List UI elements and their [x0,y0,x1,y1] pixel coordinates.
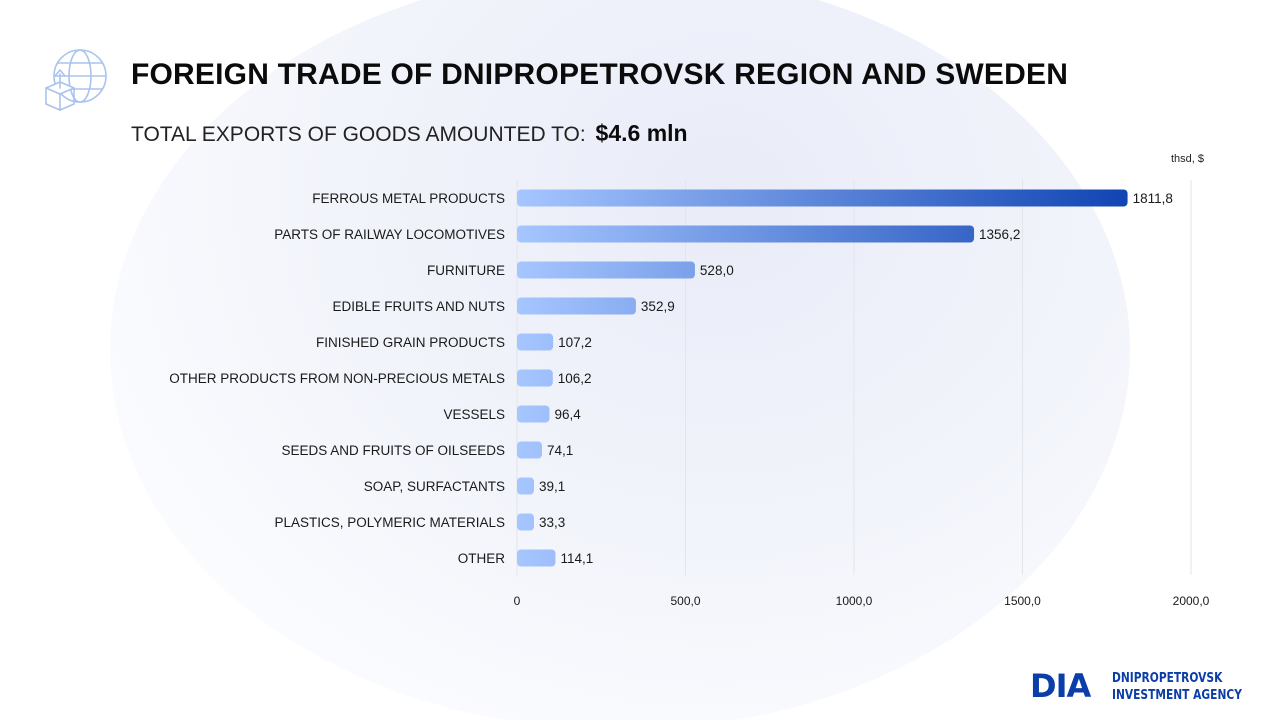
category-label: SEEDS AND FRUITS OF OILSEEDS [281,443,505,458]
category-label: FERROUS METAL PRODUCTS [312,191,505,206]
category-label: OTHER [458,551,506,566]
value-label: 74,1 [547,443,573,458]
bar [517,297,636,315]
logo-line1: DNIPROPETROVSK [1112,671,1223,686]
bar [517,261,695,279]
category-label: VESSELS [443,407,505,422]
value-label: 106,2 [558,371,592,386]
bar [517,333,554,351]
value-label: 33,3 [539,515,565,530]
bar [517,513,534,531]
category-label: PARTS OF RAILWAY LOCOMOTIVES [274,227,505,242]
bar [517,405,550,423]
value-label: 39,1 [539,479,565,494]
subtitle-prefix: TOTAL EXPORTS OF GOODS AMOUNTED TO: [131,123,586,146]
category-label: EDIBLE FRUITS AND NUTS [332,299,505,314]
category-label: PLASTICS, POLYMERIC MATERIALS [274,515,505,530]
subtitle: TOTAL EXPORTS OF GOODS AMOUNTED TO: $4.6… [131,120,688,147]
dia-logo: DIA DNIPROPETROVSK INVESTMENT AGENCY [1030,666,1250,712]
bar [517,369,553,387]
x-tick-label: 1000,0 [836,594,873,608]
grid-lines [516,180,1192,575]
value-label: 114,1 [560,551,593,566]
bar [517,477,534,495]
subtitle-total: $4.6 mln [595,120,688,146]
page-title: FOREIGN TRADE OF DNIPROPETROVSK REGION A… [131,58,1069,91]
bar [517,225,975,243]
x-tick-label: 0 [514,594,521,608]
background-circle [110,0,1130,720]
value-label: 1811,8 [1133,191,1173,206]
logo-line2: INVESTMENT AGENCY [1112,688,1242,703]
x-tick-label: 1500,0 [1004,594,1041,608]
bar [517,189,1128,207]
category-label: SOAP, SURFACTANTS [364,479,505,494]
globe-export-icon [45,49,107,111]
logo-mark: DIA [1030,667,1091,705]
category-label: FURNITURE [427,263,505,278]
value-label: 352,9 [641,299,675,314]
value-label: 107,2 [558,335,592,350]
value-label: 96,4 [554,407,581,422]
x-tick-label: 500,0 [670,594,700,608]
x-tick-label: 2000,0 [1173,594,1210,608]
bar [517,549,556,567]
category-label: OTHER PRODUCTS FROM NON-PRECIOUS METALS [169,371,505,386]
bar [517,441,542,459]
bars [517,189,1128,567]
value-label: 1356,2 [979,227,1020,242]
unit-label: thsd, $ [1171,153,1205,165]
logo-text: DNIPROPETROVSK INVESTMENT AGENCY [1112,670,1242,704]
value-label: 528,0 [700,263,734,278]
labels: 0 500,0 1000,0 1500,0 2000,0 FERROUS METAL PR… [169,191,1209,608]
category-label: FINISHED GRAIN PRODUCTS [316,335,505,350]
